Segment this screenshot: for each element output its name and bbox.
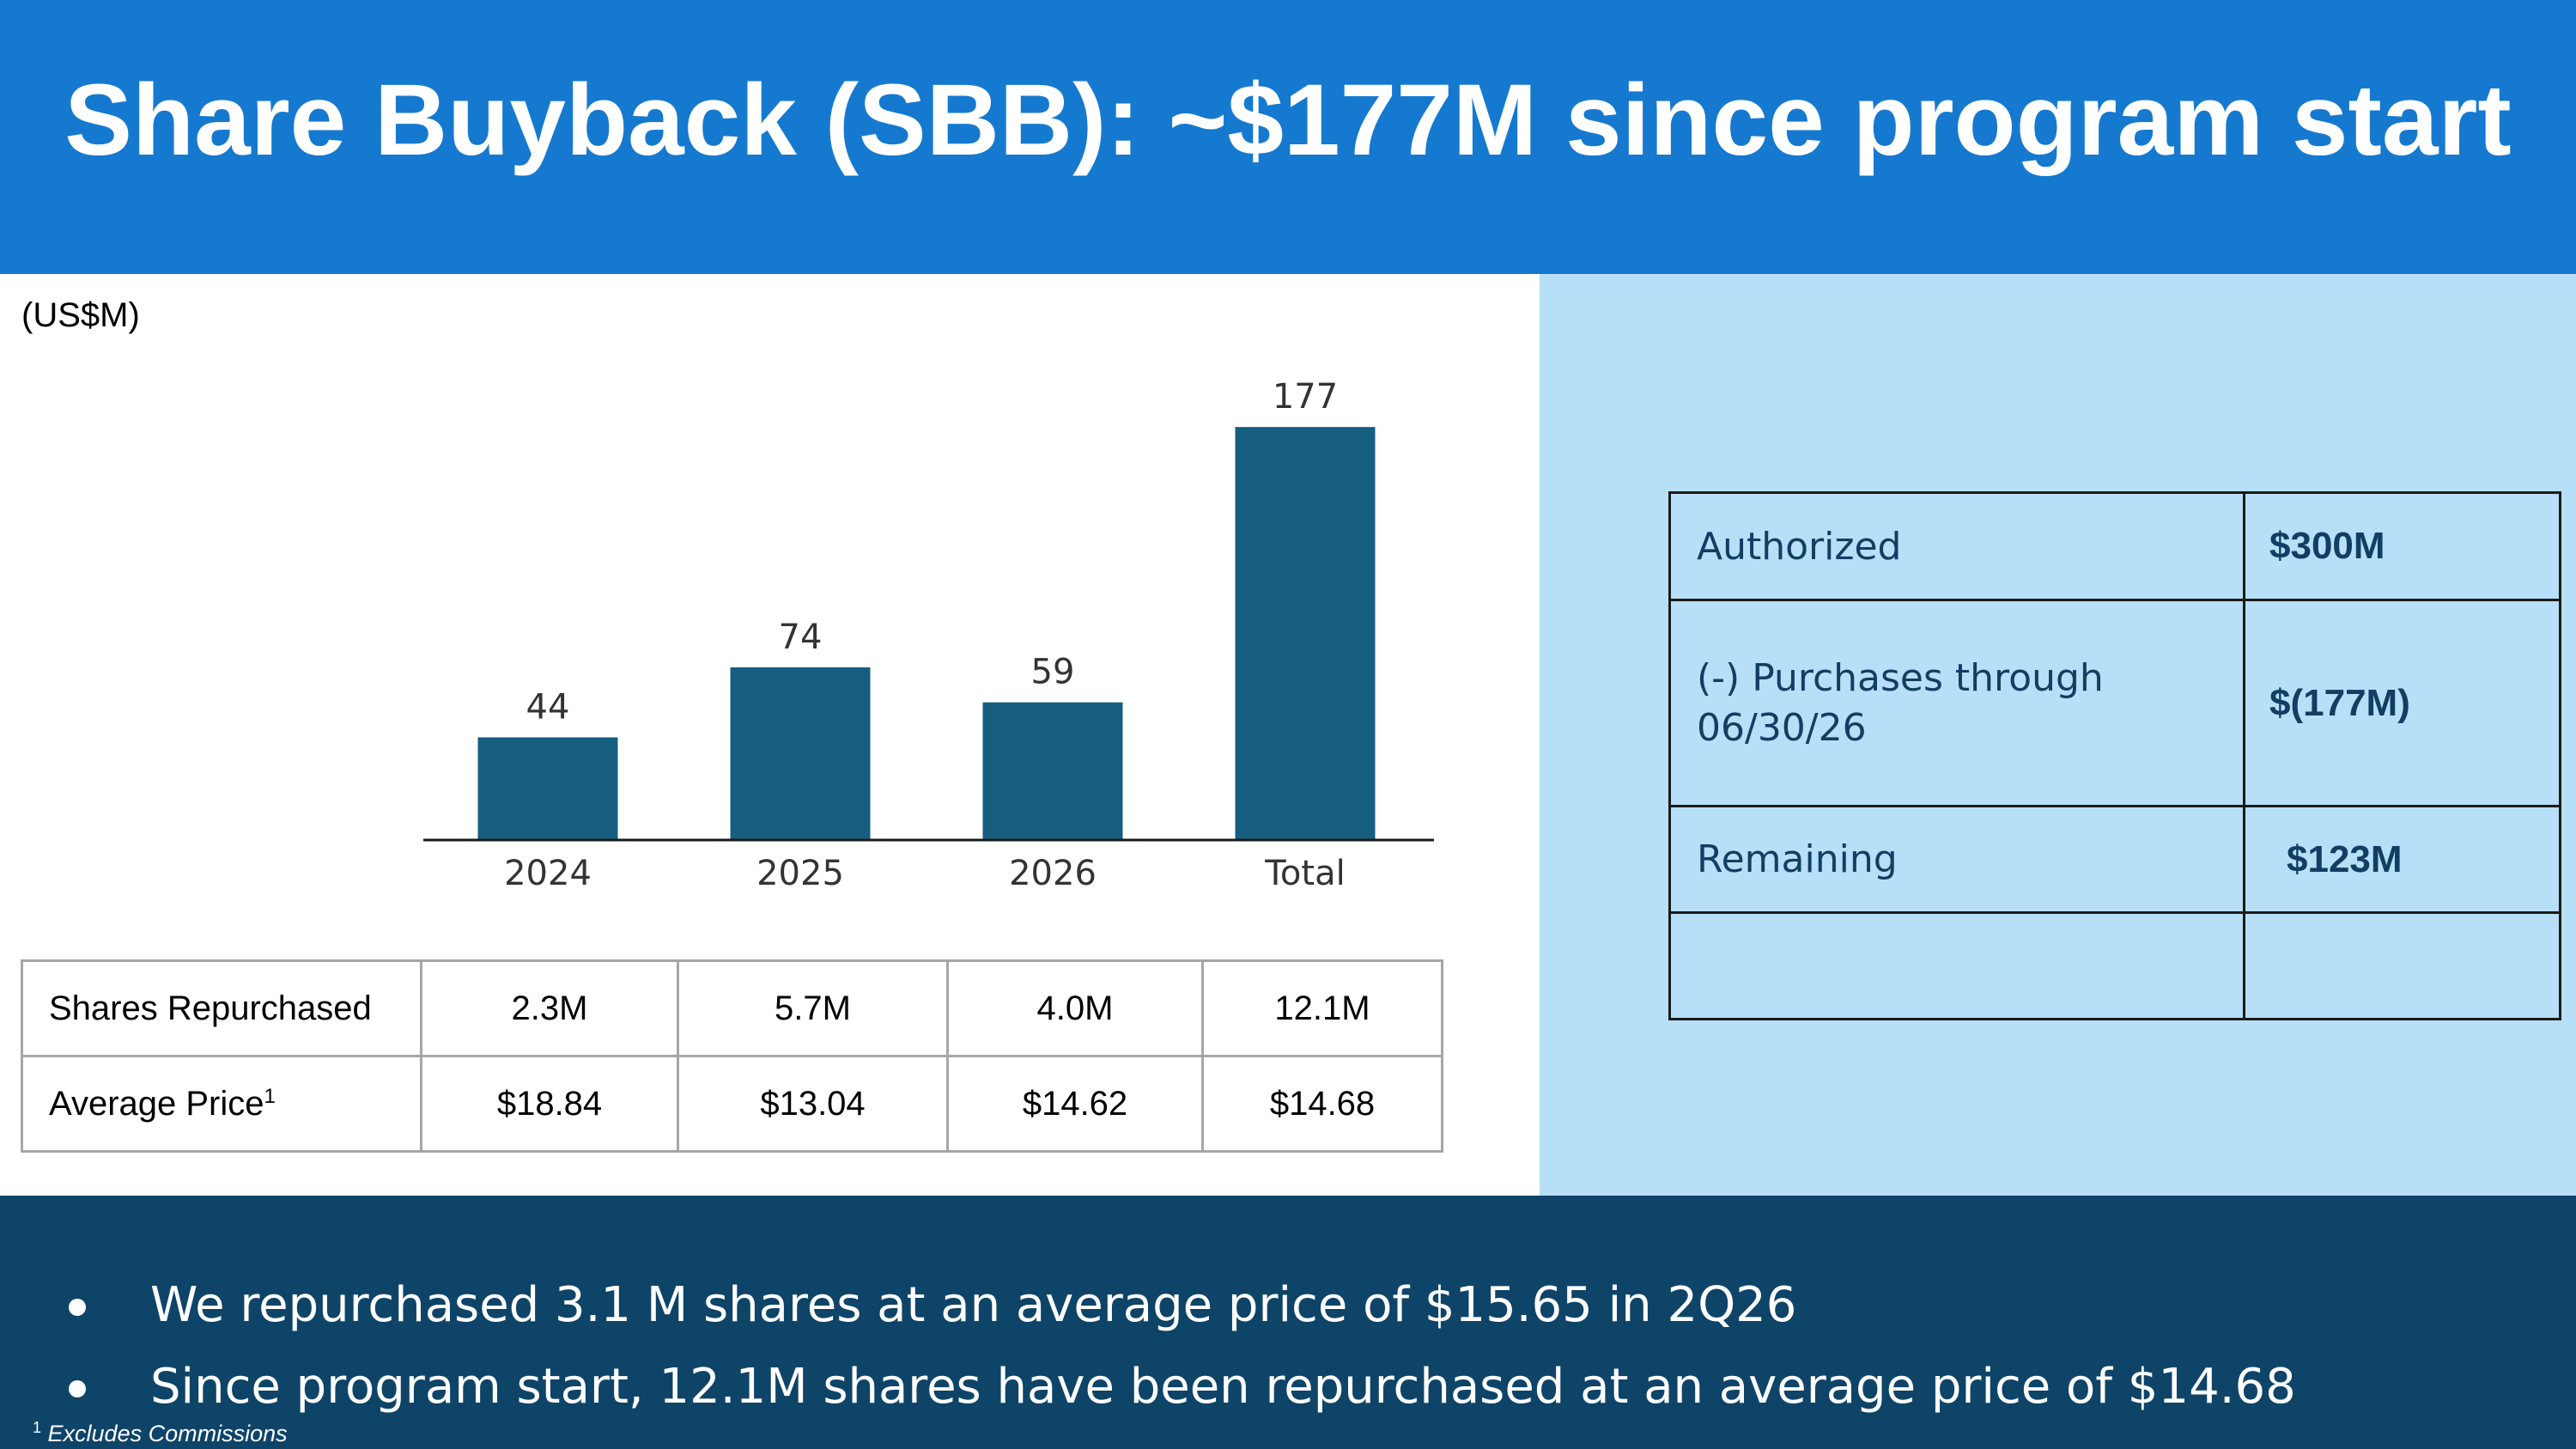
- bullet-icon: [69, 1380, 86, 1397]
- auth-value: $300M: [2243, 491, 2561, 601]
- header-banner: Share Buyback (SBB): ~$177M since progra…: [0, 0, 2576, 274]
- table-row: Average Price1 $18.84 $13.04 $14.62 $14.…: [21, 1055, 1443, 1153]
- table-cell: 12.1M: [1201, 959, 1443, 1057]
- buyback-bar-chart: 44 2024 74 2025 59 2026 177 Total: [423, 377, 1434, 893]
- row-label: Shares Repurchased: [21, 959, 422, 1057]
- x-tick-label: 2026: [1009, 854, 1097, 893]
- table-cell: 5.7M: [677, 959, 949, 1057]
- table-cell: 4.0M: [946, 959, 1204, 1057]
- shares-stats-table: Shares Repurchased 2.3M 5.7M 4.0M 12.1M …: [21, 959, 1443, 1153]
- summary-bullets: We repurchased 3.1 M shares at an averag…: [69, 1264, 2296, 1428]
- auth-label: (-) Purchases through 06/30/26: [1668, 599, 2245, 807]
- auth-value: $(177M): [2243, 599, 2561, 807]
- auth-value: $123M: [2243, 805, 2561, 914]
- table-row: Remaining $123M: [1668, 805, 2561, 914]
- list-item: We repurchased 3.1 M shares at an averag…: [69, 1264, 2296, 1346]
- x-tick-label: 2025: [756, 854, 844, 893]
- table-cell: $14.62: [946, 1055, 1204, 1153]
- table-row: [1668, 911, 2561, 1020]
- x-tick-label: 2024: [504, 854, 592, 893]
- table-row: (-) Purchases through 06/30/26 $(177M): [1668, 599, 2561, 807]
- x-tick-label: Total: [1264, 854, 1345, 893]
- list-item: Since program start, 12.1M shares have b…: [69, 1346, 2296, 1428]
- auth-label: Remaining: [1668, 805, 2245, 914]
- row-label: Average Price1: [21, 1055, 422, 1153]
- units-label: (US$M): [21, 296, 140, 334]
- data-label: 74: [779, 618, 823, 657]
- table-cell: 2.3M: [420, 959, 679, 1057]
- bar-2025: [730, 667, 871, 840]
- data-label: 59: [1031, 653, 1075, 692]
- footnote: 1 Excludes Commissions: [33, 1419, 288, 1446]
- data-label: 44: [526, 687, 570, 727]
- bar-2024: [477, 737, 618, 840]
- data-label: 177: [1273, 377, 1338, 417]
- footnote-marker: 1: [264, 1084, 276, 1108]
- summary-footer: We repurchased 3.1 M shares at an averag…: [0, 1196, 2576, 1449]
- authorization-table: Authorized $300M (-) Purchases through 0…: [1668, 491, 2561, 1020]
- auth-label: [1668, 911, 2245, 1020]
- bar-2026: [982, 702, 1123, 840]
- bar-total: [1235, 427, 1376, 840]
- auth-value: [2243, 911, 2561, 1020]
- auth-label: Authorized: [1668, 491, 2245, 601]
- table-row: Shares Repurchased 2.3M 5.7M 4.0M 12.1M: [21, 959, 1443, 1057]
- table-cell: $14.68: [1201, 1055, 1443, 1153]
- page-title: Share Buyback (SBB): ~$177M since progra…: [64, 64, 2512, 177]
- bullet-icon: [69, 1299, 86, 1316]
- table-row: Authorized $300M: [1668, 491, 2561, 601]
- table-cell: $18.84: [420, 1055, 679, 1153]
- table-cell: $13.04: [677, 1055, 949, 1153]
